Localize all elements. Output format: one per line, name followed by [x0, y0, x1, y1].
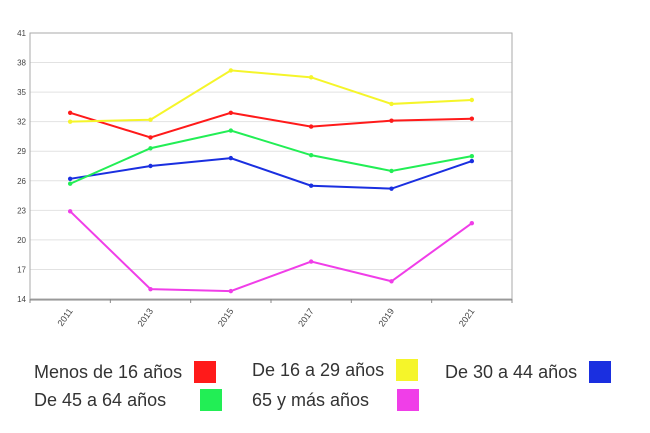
data-point — [67, 176, 73, 182]
legend-swatch — [397, 389, 420, 411]
data-point — [67, 181, 73, 186]
data-point — [228, 128, 234, 133]
data-point — [308, 183, 314, 188]
data-point — [389, 101, 394, 107]
y-tick-label: 23 — [17, 206, 26, 215]
x-tick-label: 2021 — [457, 306, 477, 328]
data-point — [148, 117, 153, 122]
data-point — [389, 186, 394, 191]
y-tick-label: 29 — [17, 147, 26, 156]
y-tick-label: 41 — [17, 29, 26, 38]
y-tick-label: 35 — [17, 88, 26, 97]
y-tick-label: 32 — [17, 118, 26, 127]
data-point — [389, 118, 394, 123]
series-line-3 — [69, 129, 473, 185]
y-tick-label: 38 — [17, 59, 26, 68]
legend-label: De 30 a 44 años — [445, 361, 578, 382]
y-tick-label: 14 — [17, 295, 26, 304]
data-point — [148, 146, 153, 151]
data-point — [389, 168, 394, 174]
data-point — [469, 116, 475, 121]
legend-item-2: De 30 a 44 años — [445, 361, 612, 383]
data-point — [148, 135, 153, 140]
legend-label: De 16 a 29 años — [252, 359, 385, 380]
series-line-1 — [70, 69, 472, 123]
legend-item-0: Menos de 16 años — [34, 361, 217, 383]
y-tick-label: 20 — [17, 236, 26, 245]
data-point — [148, 286, 153, 292]
data-point — [308, 152, 314, 158]
data-point — [389, 279, 394, 284]
data-point — [469, 97, 475, 103]
data-point — [308, 124, 314, 129]
data-point — [67, 110, 73, 116]
data-point — [228, 288, 234, 294]
legend-swatch — [396, 359, 419, 381]
legend-label: Menos de 16 años — [34, 361, 183, 382]
series-line-0 — [69, 111, 472, 139]
data-point — [469, 153, 475, 159]
x-tick-label: 2015 — [216, 306, 236, 328]
x-tick-label: 2017 — [296, 306, 316, 328]
series-line-2 — [70, 157, 473, 190]
data-point — [228, 155, 234, 161]
data-point — [67, 119, 73, 124]
data-point — [148, 163, 153, 169]
data-point — [469, 220, 475, 226]
data-point — [228, 110, 234, 116]
x-tick-label: 2019 — [376, 306, 396, 328]
legend-label: 65 y más años — [252, 389, 370, 410]
data-point — [308, 259, 314, 264]
x-tick-label: 2013 — [135, 306, 155, 328]
data-point — [469, 158, 475, 164]
x-tick-label: 2011 — [56, 306, 75, 328]
data-point — [67, 209, 73, 214]
legend-item-4: 65 y más años — [252, 389, 420, 411]
data-point — [308, 75, 314, 80]
legend-swatch — [194, 361, 217, 383]
y-tick-label: 17 — [17, 265, 26, 274]
legend-swatch — [200, 389, 223, 411]
legend-item-1: De 16 a 29 años — [252, 359, 419, 381]
legend-label: De 45 a 64 años — [34, 389, 167, 410]
y-tick-label: 26 — [17, 177, 26, 186]
series-line-4 — [69, 210, 473, 293]
legend-swatch — [589, 361, 612, 383]
line-chart: 14 17 20 23 26 29 32 35 38 41 2011 2013 2015 2017 2019… — [17, 29, 513, 329]
data-point — [228, 68, 234, 73]
legend-item-3: De 45 a 64 años — [34, 389, 223, 411]
